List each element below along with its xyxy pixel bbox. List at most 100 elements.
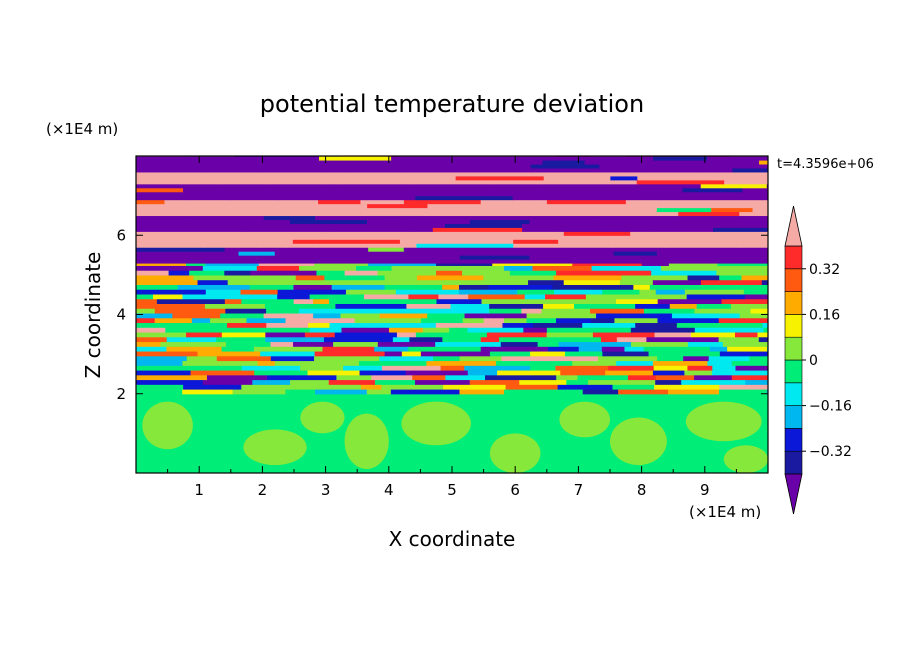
- field-cell: [178, 175, 248, 181]
- field-cell: [592, 331, 656, 338]
- field-cell: [250, 270, 318, 276]
- field-cell: [288, 163, 371, 169]
- field-cell: [558, 341, 632, 347]
- field-cell: [721, 235, 768, 240]
- field-cell: [554, 227, 614, 232]
- field-cell: [411, 183, 478, 189]
- field-patch: [344, 413, 389, 470]
- colorbar-label: −0.32: [809, 444, 852, 460]
- field-cell: [476, 167, 532, 173]
- field-cell: [204, 303, 266, 309]
- field-cell: [492, 179, 541, 185]
- contour-field: [136, 156, 768, 473]
- colorbar-swatch: [784, 314, 803, 338]
- field-cell: [298, 308, 371, 314]
- field-cell: [136, 179, 223, 185]
- field-cell: [263, 312, 314, 319]
- field-cell: [392, 336, 410, 343]
- field-cell: [704, 284, 746, 290]
- field-cell: [293, 341, 334, 347]
- field-cell: [684, 289, 745, 295]
- field-cell: [681, 379, 746, 385]
- field-cell: [344, 171, 405, 177]
- field-cell: [282, 255, 374, 260]
- field-cell: [286, 159, 392, 165]
- field-cell: [654, 384, 720, 390]
- field-cell: [136, 365, 202, 371]
- field-cell: [374, 379, 416, 385]
- field-cell: [254, 369, 309, 376]
- field-cell: [336, 360, 360, 366]
- field-cell: [259, 207, 284, 213]
- field-cell: [635, 303, 671, 309]
- field-cell: [189, 195, 231, 201]
- field-cell: [366, 219, 471, 224]
- field-cell: [560, 369, 606, 376]
- field-cell: [406, 303, 452, 309]
- field-cell: [136, 183, 239, 189]
- field-cell: [136, 355, 188, 362]
- field-cell: [564, 350, 603, 357]
- field-cell: [136, 199, 166, 205]
- field-cell: [266, 308, 300, 314]
- x-tick-label: 5: [447, 481, 457, 499]
- x-tick-label: 6: [510, 481, 520, 499]
- colorbar-label: −0.16: [809, 399, 852, 415]
- field-cell: [410, 179, 493, 185]
- field-cell: [468, 293, 526, 300]
- field-cell: [136, 223, 179, 228]
- field-cell: [636, 179, 725, 185]
- field-cell: [738, 231, 768, 236]
- y-axis-label: Z coordinate: [81, 252, 105, 379]
- field-cell: [252, 379, 291, 385]
- field-cell: [409, 336, 443, 343]
- field-cell: [315, 215, 345, 220]
- field-cell: [136, 303, 206, 309]
- field-cell: [610, 175, 638, 181]
- field-cell: [371, 374, 413, 381]
- field-cell: [443, 265, 505, 271]
- field-cell: [561, 207, 658, 213]
- field-cell: [136, 279, 199, 285]
- field-cell: [258, 243, 287, 248]
- field-cell: [533, 251, 615, 256]
- field-cell: [136, 235, 243, 240]
- field-cell: [687, 219, 768, 224]
- field-cell: [369, 322, 437, 328]
- field-cell: [464, 163, 532, 169]
- x-tick-label: 3: [321, 481, 331, 499]
- field-cell: [246, 317, 287, 324]
- field-cell: [730, 303, 768, 309]
- field-cell: [225, 308, 267, 314]
- field-cell: [766, 388, 768, 395]
- field-cell: [483, 274, 554, 281]
- field-cell: [436, 270, 463, 276]
- field-cell: [678, 211, 740, 217]
- field-cell: [731, 374, 768, 381]
- field-cell: [445, 374, 486, 381]
- field-cell: [316, 270, 346, 276]
- field-cell: [136, 293, 154, 300]
- field-cell: [315, 259, 401, 264]
- x-tick-label: 2: [258, 481, 268, 499]
- field-cell: [246, 293, 278, 300]
- field-cell: [614, 327, 632, 333]
- field-cell: [718, 317, 768, 324]
- field-cell: [355, 265, 393, 271]
- field-cell: [224, 270, 251, 276]
- field-cell: [396, 331, 417, 338]
- field-cell: [377, 270, 437, 276]
- field-cell: [187, 215, 223, 220]
- field-cell: [416, 298, 438, 305]
- field-cell: [286, 243, 318, 248]
- field-cell: [704, 215, 751, 220]
- field-cell: [442, 284, 460, 290]
- colorbar-swatch: [784, 382, 803, 406]
- field-cell: [238, 183, 311, 189]
- field-cell: [724, 179, 768, 185]
- colorbar-min-arrow: [784, 473, 803, 515]
- field-cell: [584, 159, 679, 165]
- field-cell: [222, 179, 268, 185]
- field-cell: [285, 388, 316, 395]
- field-cell: [136, 175, 179, 181]
